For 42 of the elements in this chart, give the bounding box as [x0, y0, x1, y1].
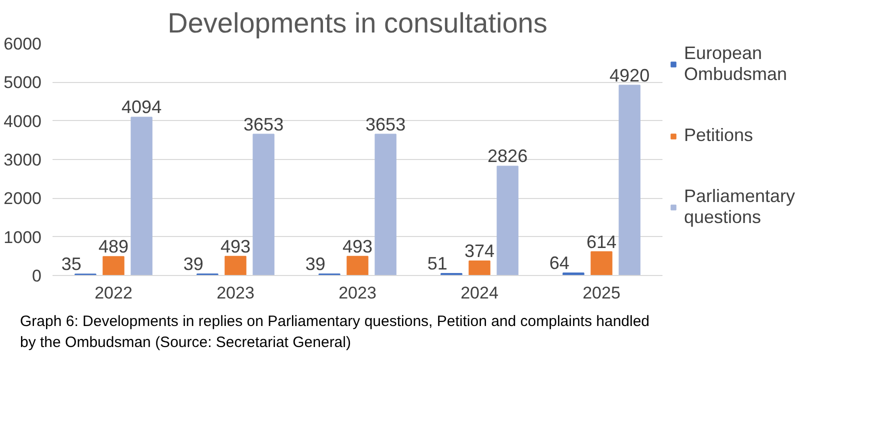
data-label: 374	[464, 241, 495, 262]
y-tick-label: 0	[32, 266, 42, 286]
bar	[496, 166, 518, 276]
legend-label: Parliamentary questions	[684, 186, 796, 228]
data-label: 64	[549, 253, 570, 274]
bar	[224, 256, 246, 276]
data-label: 4920	[610, 65, 650, 86]
caption: Graph 6: Developments in replies on Parliamentary questions, Petition and complaints handled by the Ombudsman (Source: Secretariat General)	[20, 312, 651, 353]
data-label: 35	[61, 254, 82, 274]
data-label: 39	[305, 254, 326, 274]
bar	[252, 134, 274, 276]
bar	[618, 84, 640, 276]
y-tick-label: 4000	[4, 112, 42, 131]
data-label: 493	[220, 236, 251, 256]
x-tick-label: 2025	[582, 284, 620, 302]
y-tick-label: 1000	[4, 228, 42, 247]
bar	[102, 256, 124, 276]
x-tick-label: 2024	[460, 284, 498, 302]
data-label: 493	[342, 236, 373, 256]
data-label: 614	[586, 232, 617, 252]
data-label: 2826	[488, 146, 528, 166]
legend-label: Petitions	[684, 125, 754, 146]
y-tick-label: 5000	[4, 73, 42, 92]
bar	[590, 251, 612, 276]
y-tick-label: 2000	[4, 189, 42, 208]
data-label: 39	[183, 254, 204, 274]
chart-title: Developments in consultations	[168, 8, 548, 38]
bar	[130, 116, 152, 276]
bar	[374, 134, 396, 276]
data-label: 3653	[244, 114, 284, 134]
y-tick-label: 6000	[4, 34, 42, 54]
data-label: 51	[427, 254, 448, 274]
data-label: 4094	[122, 97, 162, 118]
x-tick-label: 2023	[216, 284, 254, 302]
y-tick-label: 3000	[4, 150, 42, 170]
legend-label: European Ombudsman	[684, 43, 788, 85]
x-tick-label: 2023	[338, 284, 376, 302]
bar	[346, 256, 368, 276]
bar	[468, 260, 490, 276]
data-label: 489	[98, 236, 129, 257]
x-tick-label: 2022	[94, 284, 132, 302]
data-label: 3653	[366, 114, 406, 134]
